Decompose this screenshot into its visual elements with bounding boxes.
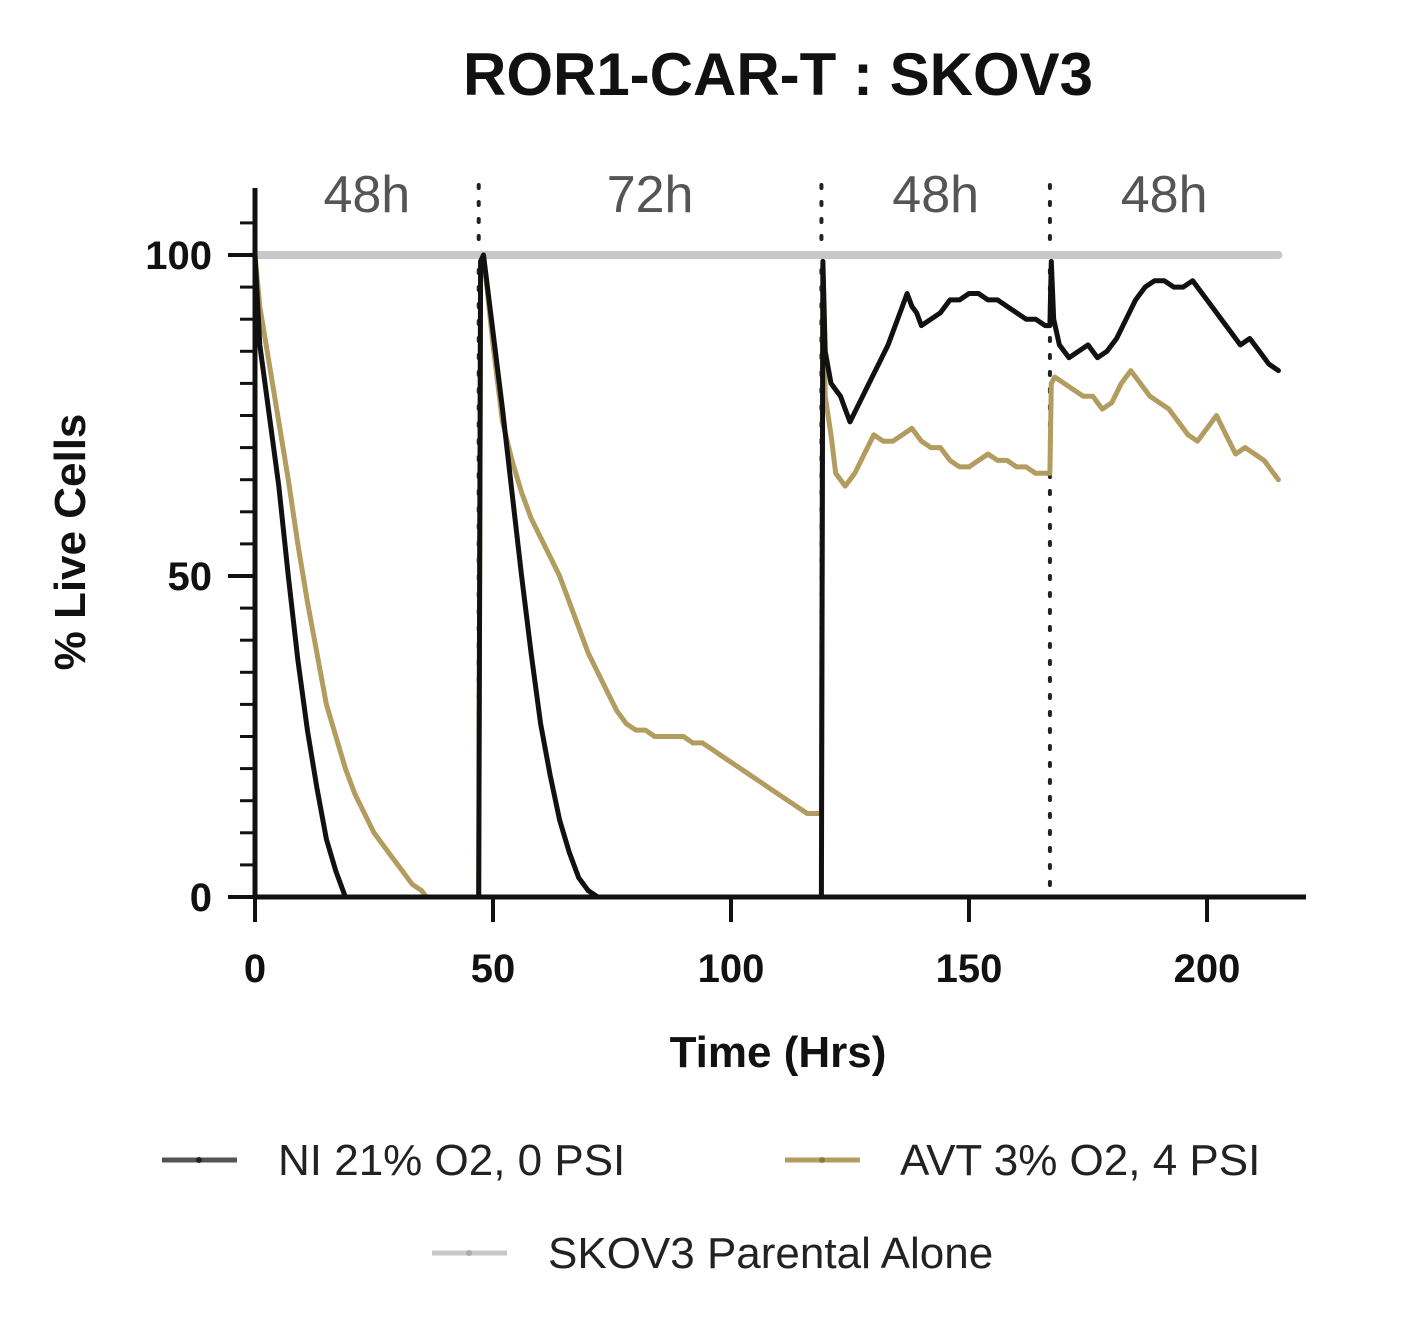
segment-label: 48h bbox=[323, 166, 410, 224]
series-layer bbox=[251, 251, 1283, 900]
x-tick-label: 100 bbox=[698, 947, 765, 991]
y-tick-label: 0 bbox=[190, 876, 212, 920]
y-tick-label: 100 bbox=[145, 234, 212, 278]
segment-label: 48h bbox=[1121, 166, 1208, 224]
x-tick-label: 50 bbox=[471, 947, 516, 991]
series-line-ni bbox=[252, 252, 1281, 900]
x-tick-label: 200 bbox=[1174, 947, 1241, 991]
chart-title: ROR1-CAR-T : SKOV3 bbox=[463, 41, 1093, 108]
x-tick-label: 0 bbox=[244, 947, 266, 991]
legend-marker-avt bbox=[819, 1157, 825, 1163]
legend-item-parental: SKOV3 Parental Alone bbox=[432, 1229, 993, 1278]
legend-label-ni: NI 21% O2, 0 PSI bbox=[278, 1136, 625, 1185]
segment-label: 72h bbox=[607, 166, 694, 224]
y-minor-ticks bbox=[240, 221, 255, 867]
legend-marker-ni bbox=[196, 1157, 202, 1163]
legend-item-ni: NI 21% O2, 0 PSI bbox=[162, 1136, 625, 1185]
restimulation-lines bbox=[476, 183, 1052, 899]
legend-label-avt: AVT 3% O2, 4 PSI bbox=[900, 1136, 1260, 1185]
series-line-avt bbox=[252, 252, 1281, 900]
legend-marker-parental bbox=[466, 1250, 472, 1256]
y-axis-label: % Live Cells bbox=[46, 414, 95, 671]
segment-labels: 48h 72h 48h 48h bbox=[323, 166, 1207, 224]
segment-label: 48h bbox=[892, 166, 979, 224]
x-axis-label: Time (Hrs) bbox=[670, 1028, 887, 1077]
legend: NI 21% O2, 0 PSI AVT 3% O2, 4 PSI SKOV3 … bbox=[162, 1136, 1260, 1278]
y-tick-label: 50 bbox=[168, 555, 213, 599]
x-tick-label: 150 bbox=[936, 947, 1003, 991]
x-ticks: 0 50 100 150 200 bbox=[244, 897, 1241, 991]
y-ticks: 0 50 100 bbox=[145, 234, 255, 920]
legend-item-avt: AVT 3% O2, 4 PSI bbox=[785, 1136, 1260, 1185]
legend-label-parental: SKOV3 Parental Alone bbox=[548, 1229, 993, 1278]
